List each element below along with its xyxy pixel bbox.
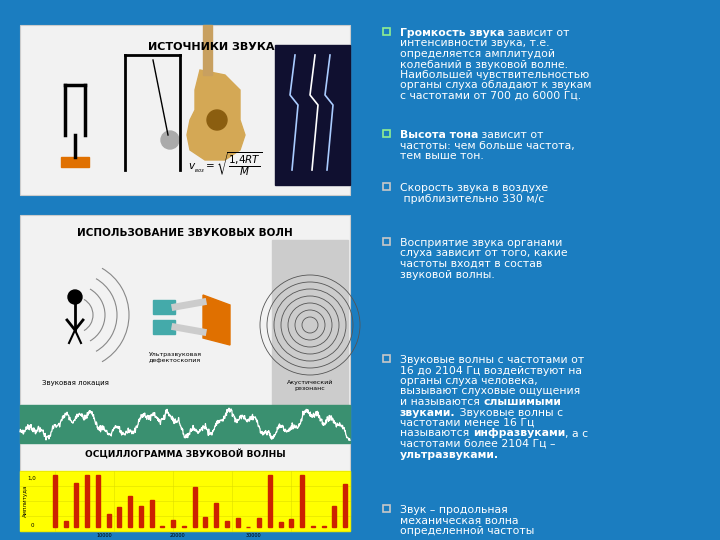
Bar (20, 471, 350, 531)
Bar (225, 521, 229, 527)
Bar (153, 320, 175, 334)
Text: вызывают слуховые ощущения: вызывают слуховые ощущения (400, 387, 580, 396)
Bar (383, 505, 390, 512)
Bar (150, 501, 153, 527)
Bar (383, 238, 390, 245)
Text: зависит от: зависит от (478, 130, 544, 140)
Bar (257, 518, 261, 527)
Text: Ультразвуковая
дефектоскопия: Ультразвуковая дефектоскопия (148, 352, 202, 363)
Text: 10000: 10000 (96, 533, 112, 538)
Text: слышимыми: слышимыми (483, 397, 562, 407)
Bar (153, 300, 175, 314)
Text: интенсивности звука, т.е.: интенсивности звука, т.е. (400, 38, 549, 49)
Text: ИСПОЛЬЗОВАНИЕ ЗВУКОВЫХ ВОЛН: ИСПОЛЬЗОВАНИЕ ЗВУКОВЫХ ВОЛН (77, 228, 293, 238)
Text: частотами более 2104 Гц –: частотами более 2104 Гц – (400, 439, 556, 449)
Circle shape (161, 131, 179, 149)
Text: механическая волна: механическая волна (400, 516, 518, 525)
Bar (279, 522, 282, 527)
Bar (64, 521, 68, 527)
Bar (61, 157, 89, 167)
Bar (139, 505, 143, 527)
Text: Восприятие звука органами: Восприятие звука органами (400, 238, 562, 248)
Text: органы слуха обладают к звукам: органы слуха обладают к звукам (400, 80, 592, 91)
Bar (117, 508, 122, 527)
Text: Наибольшей чувствительностью: Наибольшей чувствительностью (400, 70, 589, 80)
Text: зависит от: зависит от (505, 28, 570, 38)
Bar (107, 515, 111, 527)
Bar (85, 475, 89, 527)
Bar (53, 475, 57, 527)
Text: частотами менее 16 Гц: частотами менее 16 Гц (400, 418, 534, 428)
Bar (383, 28, 390, 35)
Bar (383, 130, 390, 137)
Bar (322, 525, 325, 527)
Bar (300, 475, 304, 527)
Bar (272, 240, 348, 405)
Text: 0: 0 (30, 523, 34, 528)
Text: частоты: чем больше частота,: частоты: чем больше частота, (400, 140, 575, 151)
Text: тем выше тон.: тем выше тон. (400, 151, 484, 161)
Text: Громкость звука: Громкость звука (400, 28, 505, 38)
Bar (289, 519, 293, 527)
Bar (203, 25, 212, 75)
Circle shape (207, 110, 227, 130)
Text: определяется амплитудой: определяется амплитудой (400, 49, 555, 59)
Text: органы слуха человека,: органы слуха человека, (400, 376, 538, 386)
Text: приблизительно 330 м/с: приблизительно 330 м/с (400, 193, 544, 204)
Bar (275, 45, 350, 185)
Bar (96, 475, 100, 527)
FancyBboxPatch shape (20, 215, 350, 515)
Text: , а с: , а с (565, 429, 588, 438)
Text: звуковой волны.: звуковой волны. (400, 269, 495, 280)
Bar (182, 526, 186, 527)
Bar (203, 517, 207, 527)
Bar (311, 526, 315, 527)
Text: Звук – продольная: Звук – продольная (400, 505, 508, 515)
Bar (128, 496, 132, 527)
FancyBboxPatch shape (20, 25, 350, 195)
Text: с частотами от 700 до 6000 Гц.: с частотами от 700 до 6000 Гц. (400, 91, 581, 101)
Bar (343, 484, 347, 527)
Text: Звуковая локация: Звуковая локация (42, 380, 109, 386)
Text: Амплитуда: Амплитуда (22, 485, 27, 517)
Polygon shape (187, 70, 245, 160)
Text: определенной частоты: определенной частоты (400, 526, 534, 536)
Bar (383, 183, 390, 190)
Text: 1,0: 1,0 (27, 476, 37, 481)
Bar (20, 405, 350, 443)
Bar (214, 503, 218, 527)
Text: 20000: 20000 (169, 533, 185, 538)
Text: 30000: 30000 (246, 533, 261, 538)
Text: 16 до 2104 Гц воздействуют на: 16 до 2104 Гц воздействуют на (400, 366, 582, 375)
Text: ОСЦИЛЛОГРАММА ЗВУКОВОЙ ВОЛНЫ: ОСЦИЛЛОГРАММА ЗВУКОВОЙ ВОЛНЫ (85, 449, 285, 459)
Text: $v_{_{воз}}=\sqrt{\dfrac{1{,}4RT}{M}}$: $v_{_{воз}}=\sqrt{\dfrac{1{,}4RT}{M}}$ (188, 151, 262, 179)
Bar (74, 483, 78, 527)
Text: Скорость звука в воздухе: Скорость звука в воздухе (400, 183, 548, 193)
Text: Акустический
резонанс: Акустический резонанс (287, 380, 333, 391)
Text: звуками.: звуками. (400, 408, 456, 417)
Polygon shape (203, 295, 230, 345)
Circle shape (68, 290, 82, 304)
Text: называются: называются (400, 429, 473, 438)
Text: Звуковые волны с: Звуковые волны с (456, 408, 563, 417)
Text: Звуковые волны с частотами от: Звуковые волны с частотами от (400, 355, 584, 365)
Bar (268, 475, 272, 527)
Bar (383, 355, 390, 362)
Text: и называются: и называются (400, 397, 483, 407)
Text: ультразвуками.: ультразвуками. (400, 449, 499, 460)
Bar (193, 487, 197, 527)
Text: колебаний в звуковой волне.: колебаний в звуковой волне. (400, 59, 568, 70)
Bar (161, 526, 164, 527)
Text: частоты входят в состав: частоты входят в состав (400, 259, 542, 269)
Text: инфразвуками: инфразвуками (473, 429, 565, 438)
Bar (235, 518, 240, 527)
Text: ИСТОЧНИКИ ЗВУКА: ИСТОЧНИКИ ЗВУКА (148, 42, 274, 52)
Text: Высота тона: Высота тона (400, 130, 478, 140)
Bar (332, 507, 336, 527)
Bar (171, 519, 175, 527)
Text: слуха зависит от того, какие: слуха зависит от того, какие (400, 248, 567, 259)
